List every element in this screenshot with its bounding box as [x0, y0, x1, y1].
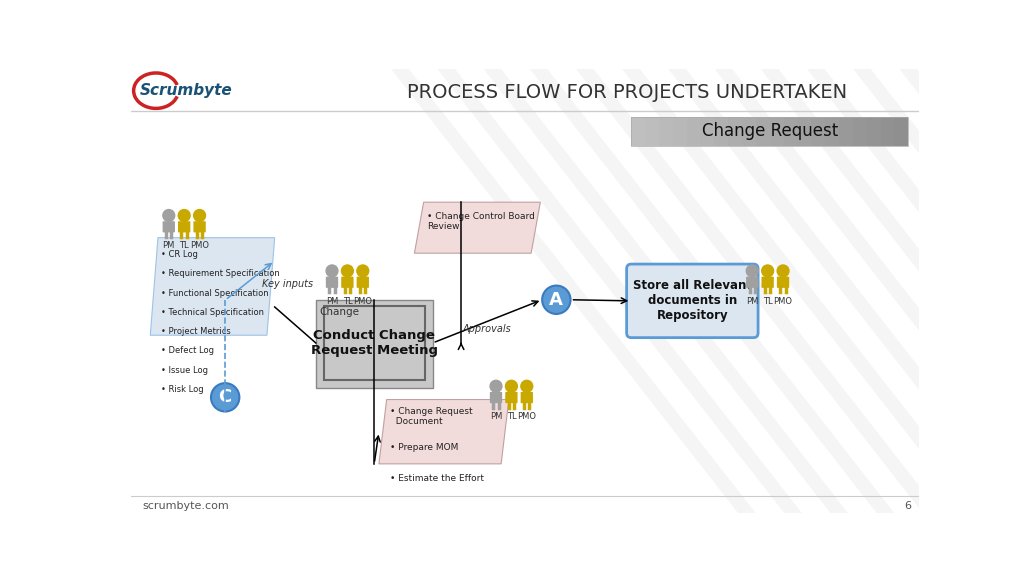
Bar [756, 117, 770, 146]
Circle shape [356, 265, 369, 277]
Text: • Defect Log: • Defect Log [161, 346, 214, 355]
Circle shape [777, 265, 788, 277]
Circle shape [746, 265, 758, 277]
Text: • Risk Log: • Risk Log [161, 385, 204, 394]
FancyBboxPatch shape [163, 221, 175, 233]
FancyBboxPatch shape [489, 392, 502, 403]
Circle shape [542, 286, 570, 314]
FancyBboxPatch shape [356, 276, 369, 288]
Bar [728, 117, 742, 146]
Bar [783, 117, 798, 146]
Bar [700, 117, 714, 146]
Text: Key inputs: Key inputs [262, 279, 313, 289]
Circle shape [490, 380, 502, 392]
Text: PM: PM [746, 297, 759, 306]
Text: Change Request: Change Request [701, 123, 838, 141]
FancyBboxPatch shape [746, 276, 759, 288]
Circle shape [326, 265, 338, 277]
Text: PMO: PMO [773, 297, 793, 306]
Text: TL: TL [179, 241, 189, 251]
Polygon shape [151, 238, 274, 335]
Polygon shape [379, 400, 509, 464]
Text: • Estimate the Effort: • Estimate the Effort [390, 473, 483, 483]
FancyBboxPatch shape [520, 392, 532, 403]
Bar [631, 117, 645, 146]
Text: • Issue Log: • Issue Log [161, 366, 208, 374]
Text: Store all Relevant
documents in
Repository: Store all Relevant documents in Reposito… [633, 279, 752, 323]
Circle shape [762, 265, 773, 277]
Bar [770, 117, 783, 146]
Text: PMO: PMO [190, 241, 209, 251]
Text: TL: TL [763, 297, 772, 306]
Text: PM: PM [326, 297, 338, 306]
Bar [742, 117, 756, 146]
Bar [881, 117, 894, 146]
Circle shape [521, 380, 532, 392]
Text: scrumbyte.com: scrumbyte.com [142, 502, 228, 511]
FancyBboxPatch shape [777, 276, 790, 288]
Text: • Project Metrics: • Project Metrics [161, 327, 230, 336]
Bar [825, 117, 839, 146]
FancyBboxPatch shape [178, 221, 190, 233]
Bar [686, 117, 700, 146]
Bar [853, 117, 866, 146]
FancyBboxPatch shape [341, 276, 353, 288]
Bar [839, 117, 853, 146]
Circle shape [194, 210, 206, 221]
Text: • Change Request
  Document: • Change Request Document [390, 407, 472, 426]
FancyBboxPatch shape [627, 264, 758, 338]
Bar [714, 117, 728, 146]
FancyBboxPatch shape [762, 276, 774, 288]
Text: PMO: PMO [517, 412, 537, 421]
Circle shape [506, 380, 517, 392]
Text: • Prepare MOM: • Prepare MOM [390, 443, 458, 452]
Bar [645, 117, 658, 146]
Circle shape [341, 265, 353, 277]
Text: PM: PM [163, 241, 175, 251]
FancyBboxPatch shape [326, 276, 338, 288]
Text: Change: Change [319, 308, 359, 317]
Bar [894, 117, 908, 146]
Text: TL: TL [507, 412, 516, 421]
Text: • Technical Specification: • Technical Specification [161, 308, 264, 317]
Circle shape [178, 210, 190, 221]
Bar [631, 117, 908, 146]
Text: A: A [550, 291, 563, 309]
Bar [811, 117, 825, 146]
Circle shape [163, 210, 175, 221]
Text: 6: 6 [904, 502, 911, 511]
Bar [658, 117, 673, 146]
Bar [798, 117, 811, 146]
Text: Approvals: Approvals [463, 324, 512, 334]
Text: • Functional Specification: • Functional Specification [161, 289, 268, 298]
Text: • Requirement Specification: • Requirement Specification [161, 270, 280, 278]
Bar [315, 300, 432, 388]
Bar [866, 117, 881, 146]
Text: Conduct Change
Request Meeting: Conduct Change Request Meeting [310, 329, 437, 357]
Text: C: C [218, 388, 231, 406]
Bar [673, 117, 686, 146]
Text: PMO: PMO [353, 297, 373, 306]
Text: PROCESS FLOW FOR PROJECTS UNDERTAKEN: PROCESS FLOW FOR PROJECTS UNDERTAKEN [408, 83, 848, 102]
Text: • Change Control Board
Review: • Change Control Board Review [427, 212, 535, 231]
Bar [324, 306, 425, 380]
FancyBboxPatch shape [194, 221, 206, 233]
FancyBboxPatch shape [505, 392, 517, 403]
Text: • CR Log: • CR Log [161, 250, 198, 259]
Circle shape [211, 383, 240, 411]
Text: PM: PM [489, 412, 502, 421]
Polygon shape [415, 202, 541, 253]
Text: TL: TL [343, 297, 352, 306]
Text: Scrumbyte: Scrumbyte [140, 83, 232, 98]
